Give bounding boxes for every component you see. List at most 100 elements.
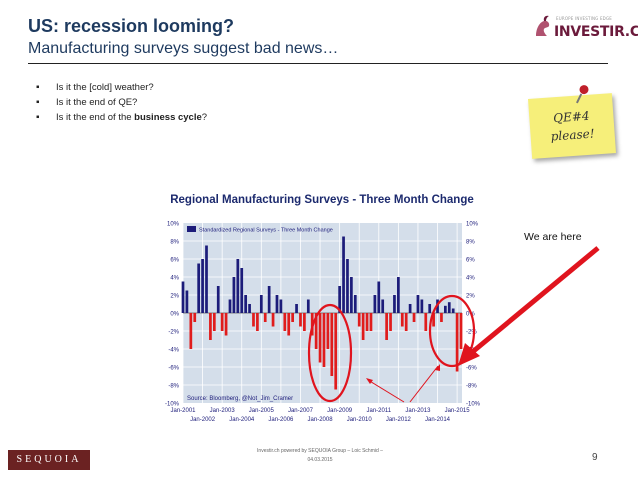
- x-tick-label-upper: Jan-2009: [327, 408, 353, 414]
- bar: [240, 268, 244, 313]
- x-tick-label-lower: Jan-2014: [425, 417, 451, 423]
- page-number: 9: [592, 452, 598, 463]
- bullet-prefix: Is it the end of the: [56, 112, 135, 123]
- y-tick-label-left: -8%: [168, 384, 179, 390]
- bar: [385, 313, 388, 340]
- bullet-list: Is it the [cold] weather? Is it the end …: [36, 80, 207, 125]
- x-tick-label-upper: Jan-2005: [249, 408, 275, 414]
- bar: [334, 313, 338, 390]
- bar: [271, 313, 275, 327]
- callout-arrowhead: [458, 343, 480, 366]
- x-tick-label-lower: Jan-2004: [229, 417, 255, 423]
- bar: [197, 263, 201, 313]
- y-tick-label-left: -10%: [165, 402, 180, 408]
- x-tick-label-lower: Jan-2012: [386, 417, 412, 423]
- y-tick-label-left: 0%: [170, 312, 179, 318]
- bar: [263, 313, 267, 322]
- bar: [397, 277, 400, 313]
- legend-label: Standardized Regional Surveys - Three Mo…: [199, 228, 333, 234]
- logo-wordmark: INVESTIR.CH: [554, 24, 638, 40]
- bar: [299, 313, 302, 327]
- bar: [400, 313, 404, 327]
- footer-line-1: Investir.ch powered by SEQUOIA Group – L…: [257, 448, 383, 454]
- y-tick-label-left: -2%: [168, 330, 179, 336]
- x-tick-label-upper: Jan-2007: [288, 408, 314, 414]
- bar: [201, 259, 204, 313]
- bar: [205, 245, 208, 313]
- bar: [256, 313, 259, 331]
- bar: [373, 295, 377, 313]
- x-tick-label-lower: Jan-2010: [347, 417, 373, 423]
- bar: [389, 313, 392, 331]
- bar: [393, 295, 396, 313]
- bar: [432, 313, 435, 327]
- bar: [318, 313, 322, 363]
- bar: [444, 305, 447, 313]
- title-divider: [28, 63, 608, 64]
- y-tick-label-right: -6%: [466, 366, 477, 372]
- slide-title: US: recession looming?: [28, 16, 235, 36]
- y-tick-label-right: 10%: [466, 222, 479, 228]
- bar: [224, 313, 228, 336]
- bar: [228, 299, 232, 313]
- bar: [353, 295, 357, 313]
- bar: [314, 313, 318, 349]
- x-tick-label-lower: Jan-2002: [190, 417, 216, 423]
- bar: [185, 290, 189, 313]
- bar: [342, 236, 345, 313]
- bar: [248, 304, 251, 313]
- bar: [377, 281, 381, 313]
- bullet-bold: business cycle: [134, 112, 202, 123]
- bar: [326, 313, 330, 349]
- bar: [416, 295, 420, 313]
- bar: [279, 299, 283, 313]
- bar: [338, 286, 341, 313]
- y-tick-label-right: 2%: [466, 294, 475, 300]
- x-tick-label-upper: Jan-2015: [445, 408, 471, 414]
- bar: [287, 313, 291, 336]
- y-tick-label-left: 4%: [170, 276, 179, 282]
- x-tick-label-lower: Jan-2008: [308, 417, 334, 423]
- bar: [252, 313, 255, 327]
- y-tick-label-right: 4%: [466, 276, 475, 282]
- callout-arrow: [468, 246, 600, 356]
- bar: [232, 277, 236, 313]
- bar: [330, 313, 334, 376]
- bar: [306, 299, 310, 313]
- y-tick-label-right: -10%: [466, 402, 481, 408]
- bar: [209, 313, 212, 340]
- bar: [440, 313, 443, 322]
- bar: [455, 313, 459, 372]
- x-tick-label-upper: Jan-2011: [367, 408, 392, 414]
- bar: [193, 313, 197, 322]
- y-tick-label-right: 8%: [466, 240, 475, 246]
- bar: [408, 304, 412, 313]
- x-tick-label-upper: Jan-2001: [170, 408, 196, 414]
- bar: [244, 295, 248, 313]
- bar: [412, 313, 416, 322]
- y-tick-label-right: -8%: [466, 384, 477, 390]
- bar: [189, 313, 193, 349]
- x-tick-label-lower: Jan-2006: [268, 417, 294, 423]
- y-tick-label-left: 8%: [170, 240, 179, 246]
- bar: [216, 286, 220, 313]
- y-tick-label-left: -6%: [168, 366, 179, 372]
- circle-2015-annotation: [428, 294, 476, 368]
- sequoia-logo: SEQUOIA: [8, 450, 90, 470]
- bar: [381, 299, 385, 313]
- y-tick-label-left: 6%: [170, 258, 179, 264]
- bar: [283, 313, 287, 331]
- bar: [420, 299, 424, 313]
- bull-icon: [536, 15, 550, 36]
- y-tick-label-left: 10%: [167, 222, 180, 228]
- bar: [259, 295, 263, 313]
- bar: [212, 313, 216, 331]
- bar: [295, 304, 298, 313]
- bar: [357, 313, 361, 327]
- y-tick-label-left: -4%: [168, 348, 179, 354]
- compare-arrowhead-left: [366, 378, 373, 384]
- legend-swatch: [187, 226, 196, 232]
- bar: [428, 304, 432, 313]
- bar: [267, 286, 271, 313]
- investir-logo: EUROPE INVESTING EDGE INVESTIR.CH: [532, 14, 638, 44]
